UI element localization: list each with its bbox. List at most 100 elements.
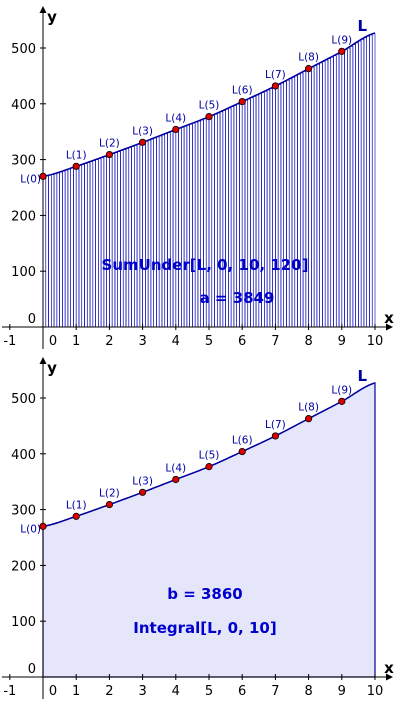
sum-bar	[117, 151, 121, 328]
sum-bar	[175, 129, 179, 328]
sum-bar	[302, 71, 307, 328]
y-tick-label: 0	[28, 662, 36, 677]
sum-bar	[360, 39, 365, 328]
x-tick-label: 6	[238, 334, 246, 349]
sum-bar	[167, 132, 171, 328]
point-label: L(4)	[165, 462, 186, 474]
data-point[interactable]	[105, 150, 114, 159]
x-tick-label: 3	[138, 334, 146, 349]
sum-bar	[283, 81, 287, 328]
y-tick-label: 300	[11, 504, 36, 519]
data-point[interactable]	[304, 415, 313, 423]
sum-bar	[111, 153, 116, 328]
data-point[interactable]	[172, 125, 180, 134]
y-axis-arrow	[39, 357, 47, 364]
data-point[interactable]	[238, 97, 246, 106]
sum-bar	[358, 40, 362, 328]
y-tick-label: 100	[11, 265, 36, 280]
x-tick-label: 8	[304, 684, 312, 699]
point-label: L(3)	[132, 475, 153, 487]
sum-bar	[150, 138, 154, 328]
sum-bar	[371, 33, 376, 328]
sum-bar	[67, 168, 71, 328]
x-tick-label: 10	[367, 684, 384, 699]
x-tick-label: 8	[304, 334, 312, 349]
y-tick-label: 200	[11, 209, 36, 224]
sum-bar	[45, 175, 49, 328]
point-label: L(0)	[20, 523, 41, 535]
annotation-text: Integral[L, 0, 10]	[133, 619, 276, 637]
data-point[interactable]	[139, 488, 147, 496]
y-axis-label: y	[47, 359, 57, 377]
point-label: L(0)	[20, 173, 41, 185]
sum-bar	[95, 159, 99, 328]
data-point[interactable]	[338, 47, 346, 55]
annotation-text: a = 3849	[200, 289, 275, 307]
sum-bar	[280, 82, 284, 328]
point-label: L(4)	[165, 112, 186, 124]
y-axis-label: y	[47, 8, 57, 26]
sum-bar	[335, 53, 340, 328]
sum-bar	[153, 137, 157, 328]
data-point[interactable]	[39, 172, 47, 180]
sum-bar	[369, 34, 373, 328]
x-tick-label: -1	[3, 334, 16, 349]
point-label: L(6)	[232, 435, 253, 447]
sum-bar	[275, 85, 279, 328]
sum-bar	[125, 148, 130, 328]
sum-bar	[50, 174, 55, 328]
x-tick-label: 2	[105, 334, 113, 349]
data-point[interactable]	[72, 162, 80, 170]
sum-bar	[122, 149, 127, 328]
sum-bar	[194, 121, 199, 328]
data-point[interactable]	[338, 397, 346, 405]
sum-bar	[313, 65, 318, 328]
sum-bar	[84, 163, 88, 328]
x-tick-label: 0	[49, 334, 57, 349]
sum-bar	[327, 58, 332, 328]
data-point[interactable]	[205, 463, 213, 471]
x-tick-label: 9	[338, 684, 346, 699]
data-point[interactable]	[271, 82, 279, 90]
sum-bar	[363, 37, 367, 328]
y-tick-label: 500	[11, 42, 36, 57]
sum-bar	[128, 147, 132, 328]
point-label: L(6)	[232, 85, 253, 97]
sum-bar	[158, 135, 163, 328]
point-label: L(2)	[99, 488, 120, 500]
data-point[interactable]	[105, 500, 114, 509]
sum-bar	[53, 173, 58, 328]
sum-bar	[338, 52, 343, 328]
sum-bar	[56, 172, 60, 328]
data-point[interactable]	[72, 512, 80, 520]
annotation-text: SumUnder[L, 0, 10, 120]	[102, 256, 309, 274]
sum-bar	[131, 146, 135, 328]
sum-bar	[62, 170, 66, 328]
sum-bar	[114, 152, 119, 328]
sum-bar	[189, 123, 193, 328]
point-label: L(9)	[331, 384, 352, 396]
point-label: L(7)	[265, 69, 286, 81]
sum-bar	[366, 35, 370, 328]
data-point[interactable]	[172, 475, 180, 484]
data-point[interactable]	[271, 432, 279, 440]
y-tick-label: 400	[11, 448, 36, 463]
data-point[interactable]	[304, 65, 313, 73]
sum-bar	[308, 68, 312, 328]
x-axis-arrow	[386, 323, 393, 331]
data-point[interactable]	[39, 522, 47, 530]
sum-bar	[145, 140, 149, 328]
sum-bar	[147, 139, 152, 328]
function-label: L	[357, 17, 367, 35]
sum-bar	[311, 66, 315, 328]
sum-bar	[100, 157, 105, 328]
sum-bar	[103, 156, 107, 328]
sum-bar	[106, 155, 110, 328]
data-point[interactable]	[139, 138, 147, 146]
point-label: L(8)	[298, 52, 319, 64]
x-tick-label: 10	[367, 334, 384, 349]
data-point[interactable]	[205, 113, 213, 121]
x-axis-arrow	[386, 673, 393, 681]
sum-bar	[156, 136, 160, 328]
data-point[interactable]	[238, 447, 246, 456]
